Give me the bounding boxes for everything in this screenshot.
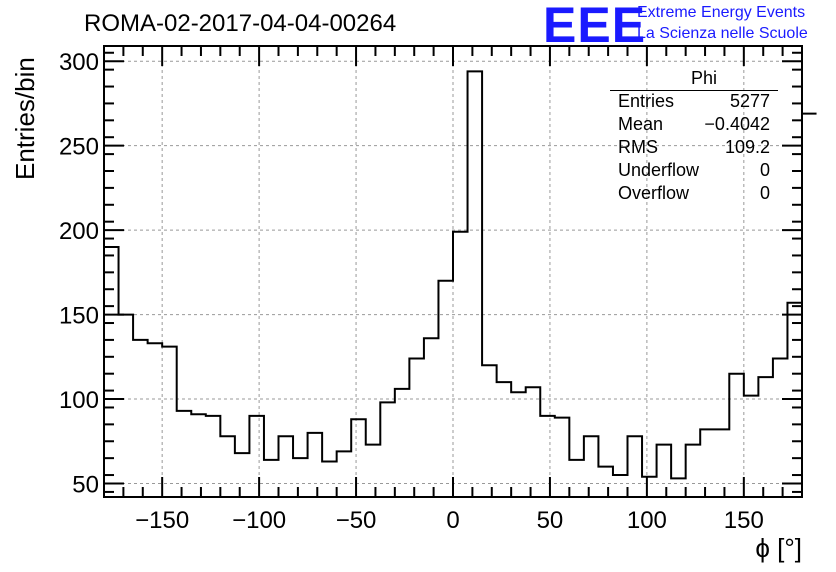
histogram-bin (104, 247, 119, 497)
histogram-bin (628, 436, 643, 497)
y-axis-label-wrap: Entries/bin (6, 57, 40, 190)
histogram-bin (133, 340, 148, 497)
histogram-bin (453, 232, 468, 497)
logo-line-2: La Scienza nelle Scuole (637, 25, 808, 42)
stats-label: Overflow (618, 183, 690, 203)
histogram-bin (366, 445, 381, 497)
stats-row: RMS 109.2 (610, 137, 778, 160)
stats-label: Entries (618, 91, 675, 111)
stats-row: Mean −0.4042 (610, 114, 778, 137)
stats-title: Phi (610, 68, 778, 91)
histogram-line (104, 70, 817, 480)
y-tick-label: 100 (59, 387, 99, 414)
histogram-bin (482, 365, 497, 497)
histogram-bin (380, 402, 395, 497)
histogram-bin (424, 338, 439, 497)
stats-value: −0.4042 (704, 114, 770, 134)
x-tick-label: 50 (537, 507, 564, 534)
histogram-bin (351, 419, 366, 497)
y-tick-label: 50 (72, 471, 99, 498)
stats-value: 0 (759, 160, 770, 180)
plot-frame (103, 45, 803, 498)
histogram-bin (526, 387, 541, 497)
histogram-bin (468, 71, 483, 497)
x-tick-label: 0 (446, 507, 459, 534)
histogram-bin (642, 477, 657, 497)
tick-labels: −150 −100 −50 0 50 100 150 50 100 150 200 250 300 (59, 49, 764, 534)
y-axis-label: Entries/bin (10, 57, 40, 180)
y-tick-label: 200 (59, 218, 99, 245)
histogram-bin (729, 374, 744, 497)
x-tick-label: −50 (336, 507, 377, 534)
histogram-bin (598, 467, 613, 497)
histogram-bin (569, 460, 584, 497)
stats-label: Underflow (618, 160, 700, 180)
histogram-bin (511, 392, 526, 497)
histogram-bin (293, 458, 308, 497)
x-tick-label: 100 (627, 507, 667, 534)
stats-row: Entries 5277 (610, 91, 778, 114)
stats-row: Overflow 0 (610, 183, 778, 206)
histogram-bin (744, 396, 759, 497)
histogram-bin (409, 358, 424, 497)
histogram-bin (657, 445, 672, 497)
histogram-bin (438, 281, 453, 497)
histogram-bin (686, 445, 701, 497)
histogram-bin (162, 347, 177, 497)
histogram-bin (700, 429, 715, 497)
stats-value: 5277 (729, 91, 770, 111)
histogram-bin (773, 358, 788, 497)
stats-label: RMS (618, 137, 658, 157)
x-tick-label: 150 (724, 507, 764, 534)
axis-ticks (103, 46, 803, 497)
histogram-bin (235, 453, 250, 497)
histogram-bin (308, 433, 323, 497)
y-tick-label: 250 (59, 134, 99, 161)
stats-value: 0 (759, 183, 770, 203)
y-tick-label: 300 (59, 49, 99, 76)
histogram-bin (191, 414, 206, 497)
histogram-bin (555, 418, 570, 497)
histogram-bin (220, 436, 235, 497)
histogram-bin (264, 460, 279, 497)
histogram-bin (758, 377, 773, 497)
y-tick-label: 150 (59, 303, 99, 330)
histogram-bin (322, 462, 337, 497)
histogram-bin (671, 478, 686, 497)
histogram-bin (337, 451, 352, 497)
histogram-bin (249, 416, 264, 497)
histogram-bin (279, 436, 294, 497)
histogram-bin (119, 315, 134, 497)
histogram-bin (715, 429, 730, 497)
stats-label: Mean (618, 114, 664, 134)
chart-title: ROMA-02-2017-04-04-00264 (84, 10, 397, 37)
logo-line-1: Extreme Energy Events (637, 4, 806, 21)
histogram-bin (177, 411, 192, 497)
histogram-bin (395, 389, 410, 497)
histogram-bin (584, 436, 599, 497)
x-tick-label: −100 (232, 507, 286, 534)
x-tick-label: −150 (135, 507, 189, 534)
logo-letters: EEE (543, 0, 647, 53)
stats-row: Underflow 0 (610, 160, 778, 183)
stats-rows: Entries 5277 Mean −0.4042 RMS 109.2 Underflow 0… (610, 91, 778, 206)
stats-box: Phi Entries 5277 Mean −0.4042 RMS 109.2 Underf… (610, 68, 778, 206)
histogram-bin (613, 475, 628, 497)
stats-value: 109.2 (724, 137, 770, 157)
histogram-bin (148, 343, 163, 497)
x-axis-label: ϕ [°] (755, 533, 802, 563)
histogram-bin (802, 114, 817, 497)
histogram-bin (540, 416, 555, 497)
histogram-bin (206, 416, 221, 497)
